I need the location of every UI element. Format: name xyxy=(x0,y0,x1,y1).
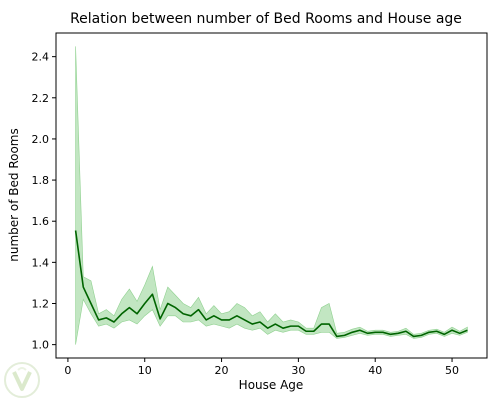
y-tick-label: 1.0 xyxy=(32,339,50,352)
data-point xyxy=(136,313,138,315)
data-point xyxy=(243,319,245,321)
data-point xyxy=(343,334,345,336)
data-point xyxy=(359,329,361,331)
series-line xyxy=(74,230,468,338)
data-point xyxy=(336,335,338,337)
data-point xyxy=(428,331,430,333)
data-point xyxy=(305,330,307,332)
data-point xyxy=(290,325,292,327)
x-tick-label: 40 xyxy=(368,364,382,377)
data-point xyxy=(113,321,115,323)
data-point xyxy=(82,286,84,288)
data-point xyxy=(320,323,322,325)
data-point xyxy=(443,333,445,335)
x-axis-label: House Age xyxy=(239,378,304,392)
data-point xyxy=(128,306,130,308)
y-axis: 1.0 1.2 1.4 1.6 1.8 2.0 2.2 2.4 xyxy=(32,51,56,352)
data-point xyxy=(397,332,399,334)
data-point xyxy=(266,327,268,329)
x-tick-label: 50 xyxy=(445,364,459,377)
data-point xyxy=(420,334,422,336)
data-point xyxy=(190,315,192,317)
x-tick-label: 30 xyxy=(291,364,305,377)
data-point xyxy=(182,313,184,315)
data-point xyxy=(366,332,368,334)
y-tick-label: 2.2 xyxy=(32,92,50,105)
watermark-logo xyxy=(4,362,40,398)
x-axis: 0 10 20 30 40 50 xyxy=(64,358,459,377)
data-point xyxy=(151,293,153,295)
plot-frame xyxy=(55,32,488,359)
data-point xyxy=(105,317,107,319)
data-point xyxy=(197,308,199,310)
data-point xyxy=(405,330,407,332)
data-point xyxy=(435,330,437,332)
y-tick-label: 1.4 xyxy=(32,256,50,269)
data-point xyxy=(174,306,176,308)
data-point xyxy=(120,313,122,315)
data-point xyxy=(466,329,468,331)
data-point xyxy=(313,330,315,332)
chart-title: Relation between number of Bed Rooms and… xyxy=(70,11,462,27)
data-point xyxy=(459,332,461,334)
data-point xyxy=(159,318,161,320)
data-point xyxy=(282,327,284,329)
data-point xyxy=(236,315,238,317)
data-point xyxy=(251,323,253,325)
data-point xyxy=(328,323,330,325)
data-point xyxy=(274,323,276,325)
y-tick-label: 2.0 xyxy=(32,133,50,146)
x-tick-label: 0 xyxy=(64,364,71,377)
data-point xyxy=(389,333,391,335)
y-tick-label: 2.4 xyxy=(32,51,50,64)
y-axis-label: number of Bed Rooms xyxy=(7,128,21,262)
plot-area xyxy=(74,46,468,345)
y-tick-label: 1.6 xyxy=(32,215,50,228)
data-point xyxy=(213,315,215,317)
data-point xyxy=(451,329,453,331)
x-tick-label: 10 xyxy=(138,364,152,377)
data-point xyxy=(144,302,146,304)
data-point xyxy=(259,321,261,323)
data-point xyxy=(351,331,353,333)
data-point xyxy=(382,331,384,333)
data-point xyxy=(74,229,76,231)
data-point xyxy=(228,319,230,321)
data-point xyxy=(90,302,92,304)
confidence-band xyxy=(75,46,468,345)
data-point xyxy=(412,335,414,337)
data-point xyxy=(220,319,222,321)
data-point xyxy=(97,319,99,321)
x-tick-label: 20 xyxy=(215,364,229,377)
y-tick-label: 1.2 xyxy=(32,297,50,310)
data-point xyxy=(374,331,376,333)
data-point xyxy=(167,302,169,304)
data-point xyxy=(205,319,207,321)
data-point xyxy=(297,325,299,327)
y-tick-label: 1.8 xyxy=(32,174,50,187)
